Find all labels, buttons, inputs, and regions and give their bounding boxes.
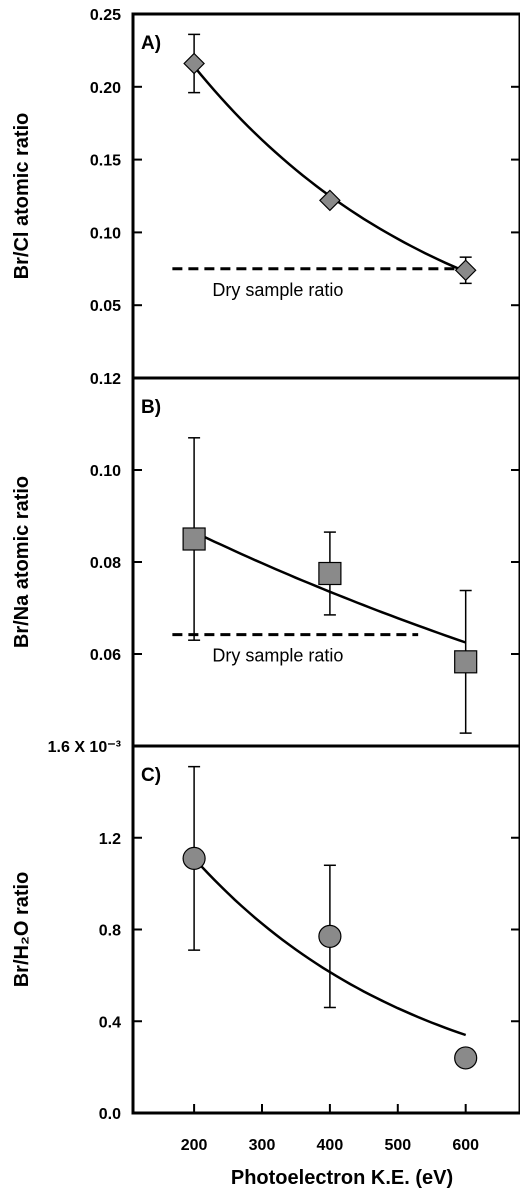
y-tick-label: 0.4	[99, 1014, 121, 1031]
y-tick-label: 0.05	[90, 298, 121, 315]
y-tick-label: 0.8	[99, 923, 121, 940]
fit-curve	[193, 65, 467, 273]
panel-a: 0.25 0.20 0.15 0.10 0.05 A) Br/Cl atomic ratio…	[11, 7, 520, 380]
panel-b: 0.12 0.10 0.08 0.06 B) Br/Na atomic ratio Dry …	[11, 371, 520, 748]
y-tick-label: 0.06	[90, 647, 121, 664]
data-point	[454, 259, 477, 282]
x-tick-label: 600	[452, 1137, 479, 1154]
y-tick-label: 0.10	[90, 463, 121, 480]
data-point	[182, 527, 206, 551]
reference-line-label: Dry sample ratio	[212, 280, 343, 300]
panel-c: 1.6 X 10⁻³ 1.2 0.8 0.4 0.0 C) Br/H₂O ratio	[11, 739, 520, 1123]
data-point	[182, 846, 206, 870]
x-axis-title: Photoelectron K.E. (eV)	[231, 1167, 453, 1189]
y-tick-label: 0.12	[90, 371, 121, 388]
data-point	[318, 561, 342, 586]
y-tick-label: 1.6 X 10⁻³	[48, 739, 121, 756]
panel-label: C)	[141, 765, 161, 786]
x-tick-label: 500	[384, 1137, 411, 1154]
y-tick-label: 0.10	[90, 225, 121, 242]
y-axis-title: Br/H₂O ratio	[11, 872, 33, 988]
data-point	[319, 189, 341, 212]
data-point	[318, 924, 342, 948]
y-tick-label: 0.25	[90, 7, 121, 24]
x-tick-label: 200	[181, 1137, 208, 1154]
panel-label: A)	[141, 33, 161, 54]
y-tick-label: 0.08	[90, 555, 121, 572]
reference-line-label: Dry sample ratio	[212, 646, 343, 666]
x-tick-label: 300	[249, 1137, 276, 1154]
y-tick-label: 0.15	[90, 153, 121, 170]
y-tick-label: 1.2	[99, 831, 121, 848]
x-axis: 200 300 400 500 600 Photoelectron K.E. (eV)	[181, 1104, 479, 1189]
y-tick-label: 0.0	[99, 1106, 121, 1123]
x-tick-label: 400	[317, 1137, 344, 1154]
y-tick-label: 0.20	[90, 80, 121, 97]
y-axis-title: Br/Na atomic ratio	[11, 476, 33, 648]
panel-label: B)	[141, 397, 161, 418]
chart-panels: 0.25 0.20 0.15 0.10 0.05 A) Br/Cl atomic ratio…	[11, 7, 520, 1123]
data-point	[183, 52, 205, 75]
y-axis-title: Br/Cl atomic ratio	[11, 113, 33, 280]
data-point	[454, 650, 478, 674]
data-point	[454, 1046, 478, 1070]
